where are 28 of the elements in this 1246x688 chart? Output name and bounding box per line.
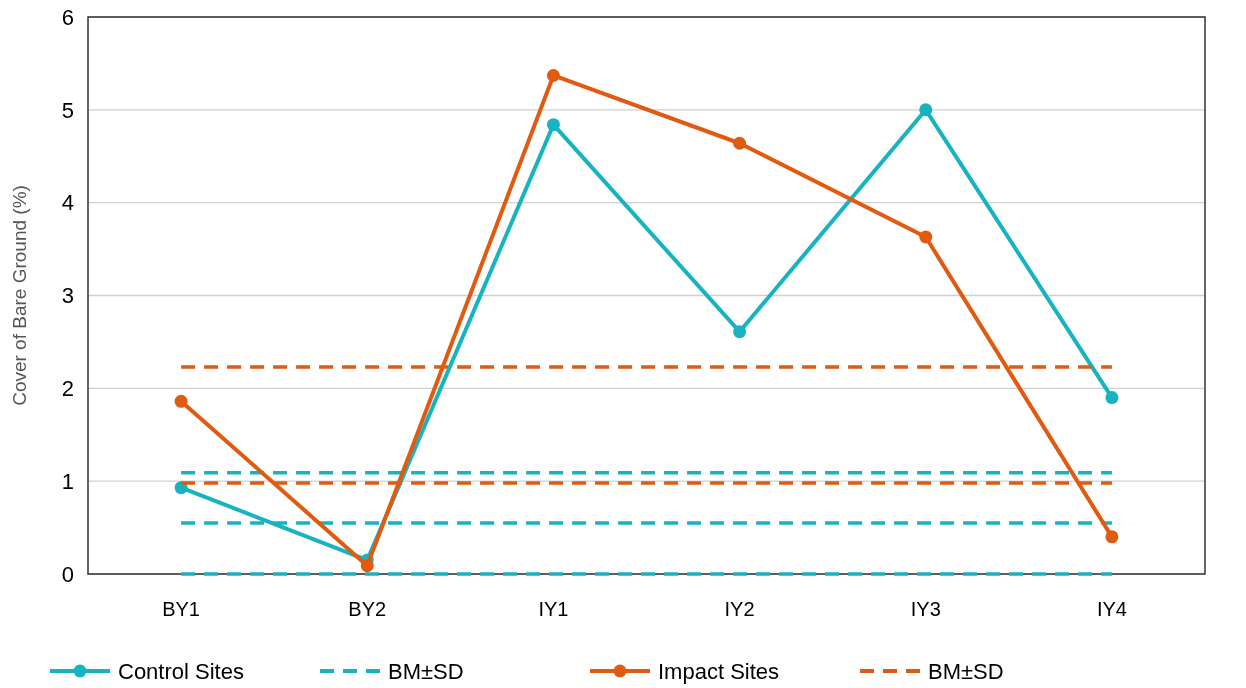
y-tick-label: 3: [61, 283, 74, 309]
x-tick-label: IY1: [538, 598, 569, 620]
y-tick-label: 2: [61, 376, 74, 402]
y-tick-label: 5: [61, 97, 74, 123]
point: [174, 394, 188, 408]
x-tick-label: IY4: [1096, 598, 1127, 620]
point: [1105, 530, 1119, 544]
point: [919, 103, 933, 117]
legend-label: Impact Sites: [658, 658, 780, 684]
x-tick-label: IY2: [724, 598, 755, 620]
y-tick-label: 1: [61, 468, 74, 494]
point: [360, 559, 374, 573]
point: [546, 118, 560, 132]
point: [733, 325, 747, 339]
point: [919, 230, 933, 244]
x-tick-label: BY2: [348, 598, 387, 620]
legend-label: BM±SD: [928, 658, 1004, 684]
legend-label: BM±SD: [388, 658, 464, 684]
y-tick-label: 6: [61, 4, 74, 30]
y-tick-label: 4: [61, 190, 74, 216]
point: [733, 136, 747, 150]
x-tick-label: BY1: [162, 598, 200, 620]
point: [546, 68, 560, 82]
legend-label: Control Sites: [118, 658, 244, 684]
x-tick-label: IY3: [910, 598, 941, 620]
point: [1105, 391, 1119, 405]
y-axis-title: Cover of Bare Ground (%): [9, 185, 30, 406]
y-tick-label: 0: [61, 561, 74, 587]
